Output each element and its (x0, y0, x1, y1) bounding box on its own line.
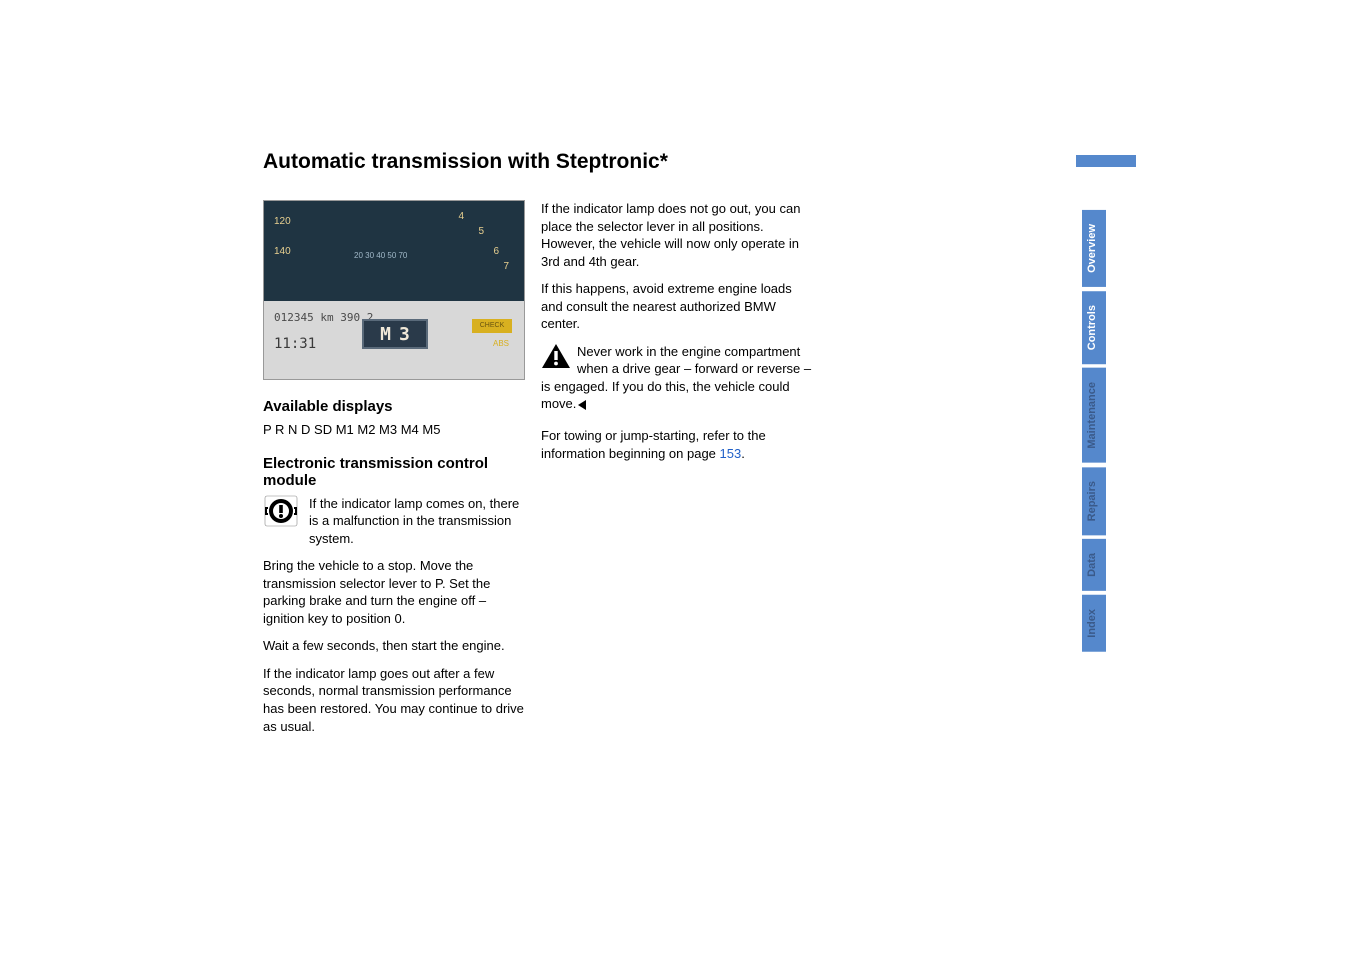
check-indicator: CHECK (472, 319, 512, 333)
odometer: 012345 km 390.2 (274, 311, 373, 324)
gear-letter-3: 3 (399, 324, 410, 345)
side-tabs: Overview Controls Maintenance Repairs Da… (1082, 210, 1106, 652)
etcm-p1: Bring the vehicle to a stop. Move the tr… (263, 557, 529, 627)
gauge-center-marks: 20 30 40 50 70 (354, 251, 407, 260)
tab-maintenance[interactable]: Maintenance (1082, 368, 1106, 463)
abs-indicator: ABS (493, 339, 509, 348)
instrument-cluster-figure: 120 140 4 5 6 7 20 30 40 50 70 012345 km… (263, 200, 525, 380)
gauge-mark: 4 (458, 211, 464, 222)
gauge-mark: 120 (274, 216, 291, 227)
etcm-p3: If the indicator lamp goes out after a f… (263, 665, 529, 735)
gauge-mark: 140 (274, 246, 291, 257)
header-accent-bar (1076, 155, 1136, 167)
col2-p2: If this happens, avoid extreme engine lo… (541, 280, 813, 333)
clock: 11:31 (274, 336, 316, 352)
etcm-p2: Wait a few seconds, then start the engin… (263, 637, 529, 655)
gauge-mark: 7 (503, 261, 509, 272)
tab-repairs[interactable]: Repairs (1082, 467, 1106, 535)
col2-p3: For towing or jump-starting, refer to th… (541, 427, 813, 462)
col2-warning: Never work in the engine compartment whe… (541, 343, 813, 413)
gauge-mark: 6 (493, 246, 499, 257)
available-displays-heading: Available displays (263, 398, 529, 415)
col2-p1: If the indicator lamp does not go out, y… (541, 200, 813, 270)
tab-data[interactable]: Data (1082, 539, 1106, 591)
page-title: Automatic transmission with Steptronic* (263, 150, 668, 174)
gear-letter-m: M (380, 324, 391, 345)
available-displays-text: P R N D SD M1 M2 M3 M4 M5 (263, 421, 529, 439)
tab-index[interactable]: Index (1082, 595, 1106, 652)
malfunction-indicator-icon (263, 495, 299, 527)
col2-p3-b: . (741, 446, 745, 461)
tab-controls[interactable]: Controls (1082, 291, 1106, 364)
gear-display: M 3 (362, 319, 428, 349)
info-panel: 012345 km 390.2 11:31 M 3 CHECK ABS (264, 301, 524, 380)
page-link-153[interactable]: 153 (720, 446, 742, 461)
end-mark-icon (578, 400, 586, 410)
tab-overview[interactable]: Overview (1082, 210, 1106, 287)
etcm-icon-text: If the indicator lamp comes on, there is… (309, 495, 529, 548)
gauge-mark: 5 (478, 226, 484, 237)
etcm-heading: Electronic transmission control module (263, 455, 529, 489)
warning-triangle-icon (541, 343, 571, 369)
gauge-area: 120 140 4 5 6 7 20 30 40 50 70 (264, 201, 524, 301)
